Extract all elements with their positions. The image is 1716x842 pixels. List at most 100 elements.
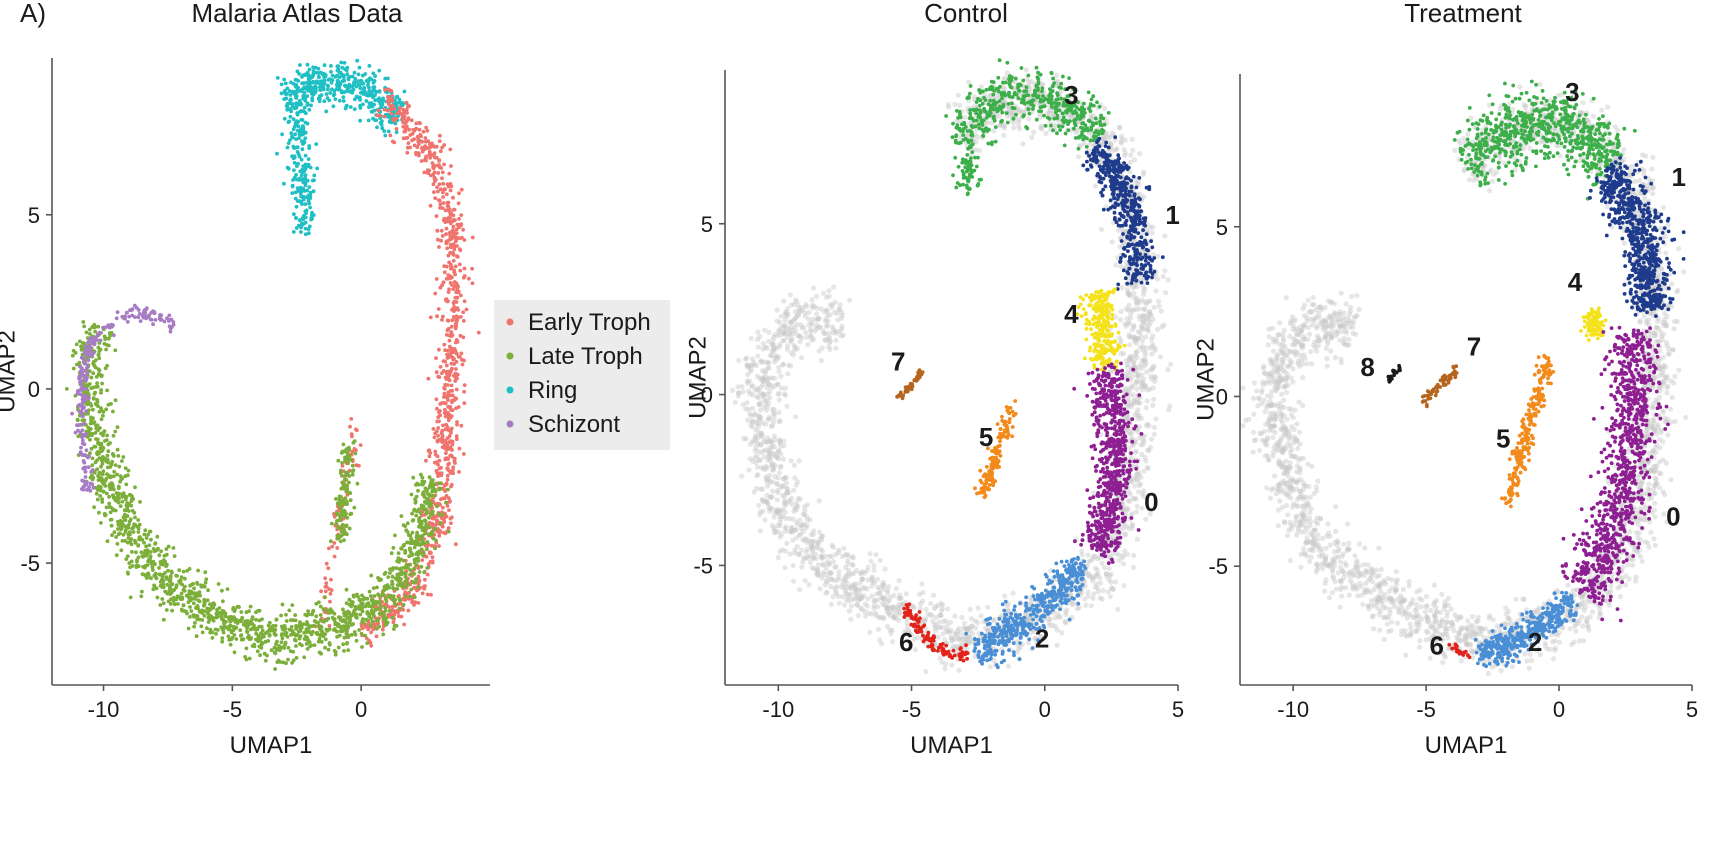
background-point — [1119, 133, 1125, 140]
point-schizont — [99, 331, 103, 335]
point-late-troph — [345, 490, 349, 494]
point-late-troph — [260, 617, 264, 622]
point-ring — [297, 136, 301, 141]
point-late-troph — [329, 521, 334, 526]
point-ring — [360, 102, 365, 107]
point-ring — [371, 80, 376, 85]
point-late-troph — [406, 582, 410, 587]
point-late-troph — [155, 534, 160, 539]
point-early-troph — [459, 213, 464, 218]
point-early-troph — [441, 201, 446, 205]
point-ring — [285, 165, 290, 170]
point-late-troph — [172, 588, 177, 592]
scatter-points — [64, 58, 481, 671]
point-late-troph — [304, 630, 308, 634]
point-ring — [371, 71, 376, 76]
point-schizont — [79, 369, 84, 374]
point-early-troph — [449, 324, 454, 329]
point-early-troph — [427, 149, 432, 154]
point-early-troph — [407, 590, 411, 595]
background-point — [1120, 561, 1126, 567]
point-late-troph — [339, 468, 343, 473]
point-early-troph — [441, 496, 446, 501]
point-early-troph — [406, 608, 411, 613]
point-late-troph — [370, 598, 375, 602]
background-point — [848, 603, 855, 609]
point-early-troph — [457, 354, 462, 359]
point-early-troph — [450, 228, 455, 233]
y-tick-label: -5 — [20, 551, 40, 576]
point-early-troph — [451, 465, 456, 470]
background-point — [745, 417, 751, 423]
point-early-troph — [462, 401, 467, 405]
point-early-troph — [456, 201, 461, 206]
point-early-troph — [428, 145, 433, 150]
point-early-troph — [454, 542, 458, 547]
point-early-troph — [454, 396, 458, 401]
background-point — [797, 587, 803, 593]
point-early-troph — [419, 159, 424, 163]
point-late-troph — [311, 608, 316, 613]
point-early-troph — [440, 445, 445, 449]
point-early-troph — [434, 356, 438, 360]
point-ring — [283, 81, 288, 86]
point-late-troph — [121, 532, 126, 537]
point-late-troph — [200, 630, 205, 635]
point-late-troph — [99, 406, 103, 410]
background-point — [1079, 552, 1085, 558]
point-late-troph — [91, 476, 96, 480]
point-late-troph — [401, 602, 406, 607]
point-early-troph — [446, 318, 451, 323]
point-early-troph — [448, 415, 453, 420]
point-late-troph — [208, 630, 213, 635]
point-early-troph — [437, 410, 441, 415]
point-ring — [342, 61, 347, 65]
point-schizont — [88, 481, 93, 486]
point-late-troph — [353, 604, 358, 609]
point-early-troph — [437, 139, 442, 144]
point-late-troph — [332, 617, 336, 622]
point-early-troph — [457, 446, 462, 451]
point-ring — [329, 70, 333, 74]
point-ring — [309, 103, 313, 108]
point-late-troph — [187, 567, 192, 571]
point-late-troph — [307, 630, 312, 635]
point-early-troph — [454, 434, 459, 439]
point-early-troph — [409, 118, 414, 123]
point-late-troph — [130, 508, 135, 513]
point-ring — [326, 87, 330, 92]
point-ring — [395, 94, 400, 99]
point-ring — [293, 190, 298, 195]
point-late-troph — [139, 550, 144, 555]
point-early-troph — [388, 104, 393, 109]
point-late-troph — [118, 479, 122, 484]
point-late-troph — [260, 628, 265, 633]
point-early-troph — [449, 521, 453, 526]
point-late-troph — [303, 634, 308, 639]
point-late-troph — [250, 615, 255, 620]
point-late-troph — [204, 577, 209, 582]
point-late-troph — [202, 613, 207, 618]
background-point — [1165, 277, 1171, 283]
point-ring — [314, 142, 319, 147]
point-early-troph — [470, 266, 474, 271]
point-late-troph — [341, 642, 346, 647]
point-ring — [285, 86, 290, 91]
point-late-troph — [379, 577, 383, 582]
point-early-troph — [443, 382, 448, 387]
point-late-troph — [84, 330, 89, 335]
point-late-troph — [365, 596, 370, 601]
point-ring — [306, 164, 311, 169]
point-late-troph — [344, 587, 349, 592]
point-late-troph — [364, 617, 369, 622]
point-late-troph — [247, 609, 251, 613]
point-early-troph — [454, 437, 459, 442]
background-point — [978, 613, 984, 619]
point-late-troph — [229, 615, 234, 619]
point-late-troph — [431, 494, 436, 498]
point-late-troph — [434, 538, 438, 543]
background-point — [1020, 141, 1026, 147]
point-schizont — [84, 448, 89, 453]
point-schizont — [84, 386, 89, 391]
point-late-troph — [346, 446, 351, 451]
